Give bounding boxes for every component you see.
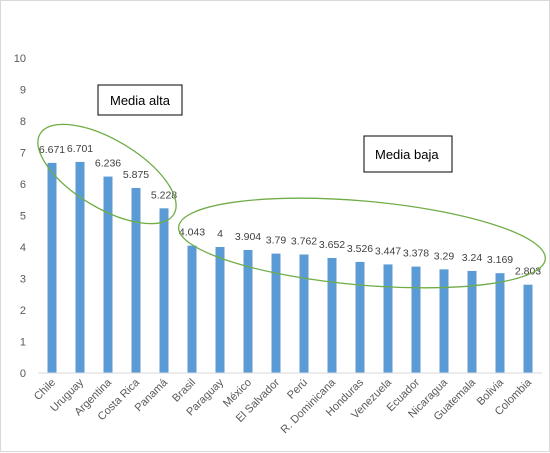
y-tick-label: 6 — [20, 179, 26, 191]
bar — [327, 257, 337, 373]
data-label: 5.228 — [151, 189, 177, 201]
data-label: 3.904 — [235, 231, 261, 243]
bar — [131, 187, 141, 373]
data-label: 3.526 — [347, 243, 373, 255]
data-label: 6.671 — [39, 144, 65, 156]
bar — [495, 273, 505, 373]
bar — [411, 266, 421, 373]
media-alta-ellipse — [37, 123, 177, 225]
data-label: 3.447 — [375, 245, 401, 257]
data-label: 2.803 — [515, 266, 541, 278]
media-baja-ellipse — [178, 197, 546, 289]
y-tick-label: 5 — [20, 211, 26, 223]
y-tick-label: 9 — [20, 85, 26, 97]
data-label: 3.762 — [291, 235, 317, 247]
data-label: 3.378 — [403, 248, 429, 260]
y-tick-label: 2 — [20, 305, 26, 317]
bar — [271, 253, 281, 373]
data-label: 3.169 — [487, 254, 513, 266]
y-tick-label: 8 — [20, 116, 26, 128]
data-label: 6.701 — [67, 143, 93, 155]
bar — [243, 250, 253, 373]
bar — [383, 264, 393, 373]
bar — [215, 247, 225, 373]
bar — [103, 176, 113, 373]
y-tick-label: 4 — [20, 242, 26, 254]
y-tick-label: 10 — [14, 53, 26, 65]
bar — [523, 284, 533, 373]
bar — [467, 270, 477, 373]
y-tick-label: 1 — [20, 337, 26, 349]
data-label: 3.29 — [434, 250, 455, 262]
media-baja-box: Media baja — [363, 135, 453, 173]
bars — [47, 161, 533, 373]
data-label: 4.043 — [179, 227, 205, 239]
bar — [159, 208, 169, 373]
media-baja-label: Media baja — [375, 147, 439, 162]
bar — [187, 245, 197, 373]
x-tick-label: Perú — [285, 377, 310, 402]
y-tick-label: 0 — [20, 368, 26, 380]
data-label: 3.652 — [319, 239, 345, 251]
bar — [355, 261, 365, 373]
data-label: 6.236 — [95, 158, 121, 170]
bar — [439, 269, 449, 373]
media-alta-box: Media alta — [97, 84, 183, 116]
media-alta-label: Media alta — [110, 93, 171, 108]
y-axis-ticks: 0 1 2 3 4 5 6 7 8 9 10 — [14, 53, 26, 380]
data-label: 4 — [217, 228, 223, 240]
bar — [47, 162, 57, 373]
data-label: 5.875 — [123, 169, 149, 181]
bar — [75, 161, 85, 373]
data-label: 3.79 — [266, 235, 287, 247]
bar — [299, 254, 309, 373]
y-tick-label: 7 — [20, 148, 26, 160]
data-label: 3.24 — [462, 252, 483, 264]
y-tick-label: 3 — [20, 274, 26, 286]
